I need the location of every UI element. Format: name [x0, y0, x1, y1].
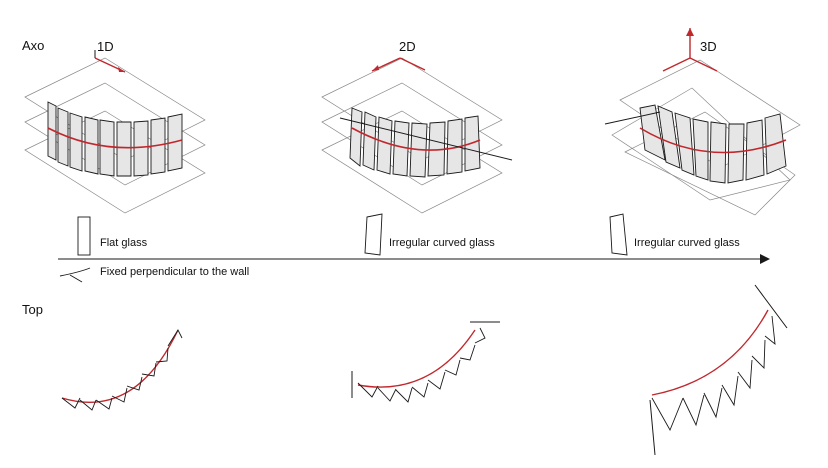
dimension-label-1d: 1D	[97, 39, 114, 54]
top-3d-curve	[651, 309, 769, 396]
axo-3d-axis-icon	[662, 28, 718, 72]
axo-3d-curve	[639, 127, 787, 154]
axo-2d-curve	[351, 127, 481, 151]
top-2d-curve	[357, 329, 476, 388]
flat-glass-icon	[77, 216, 91, 256]
axo-2d-group	[321, 57, 513, 214]
axo-2d-direction-arrow	[339, 117, 513, 161]
row-label-axo: Axo	[22, 38, 45, 53]
legend-flat-glass: Flat glass	[100, 237, 148, 249]
top-2d-group	[351, 321, 500, 403]
axo-1d-group	[24, 50, 206, 214]
axo-1d-curve	[47, 127, 183, 149]
legend-curved-glass-2d: Irregular curved glass	[389, 237, 495, 249]
legend-curved-glass-3d: Irregular curved glass	[634, 237, 740, 249]
top-1d-curve	[61, 329, 179, 403]
timeline-arrow	[58, 254, 770, 264]
axo-2d-panels	[349, 107, 481, 178]
dimension-label-2d: 2D	[399, 39, 416, 54]
curved-glass-icon-2d	[364, 213, 383, 256]
axo-3d-group	[604, 28, 801, 216]
fixed-wall-icon	[59, 267, 91, 283]
top-1d-group	[61, 329, 183, 411]
legend-glyphs	[59, 213, 628, 283]
row-label-top: Top	[22, 302, 43, 317]
curved-glass-icon-3d	[609, 213, 628, 256]
legend-fixed-perpendicular: Fixed perpendicular to the wall	[100, 266, 250, 278]
dimension-label-3d: 3D	[700, 39, 717, 54]
axo-2d-axis-icon	[371, 57, 426, 72]
top-3d-group	[649, 284, 788, 456]
axo-1d-axis-icon	[94, 50, 126, 73]
axo-3d-direction-arrow	[604, 111, 661, 125]
axo-1d-panels	[47, 101, 183, 177]
